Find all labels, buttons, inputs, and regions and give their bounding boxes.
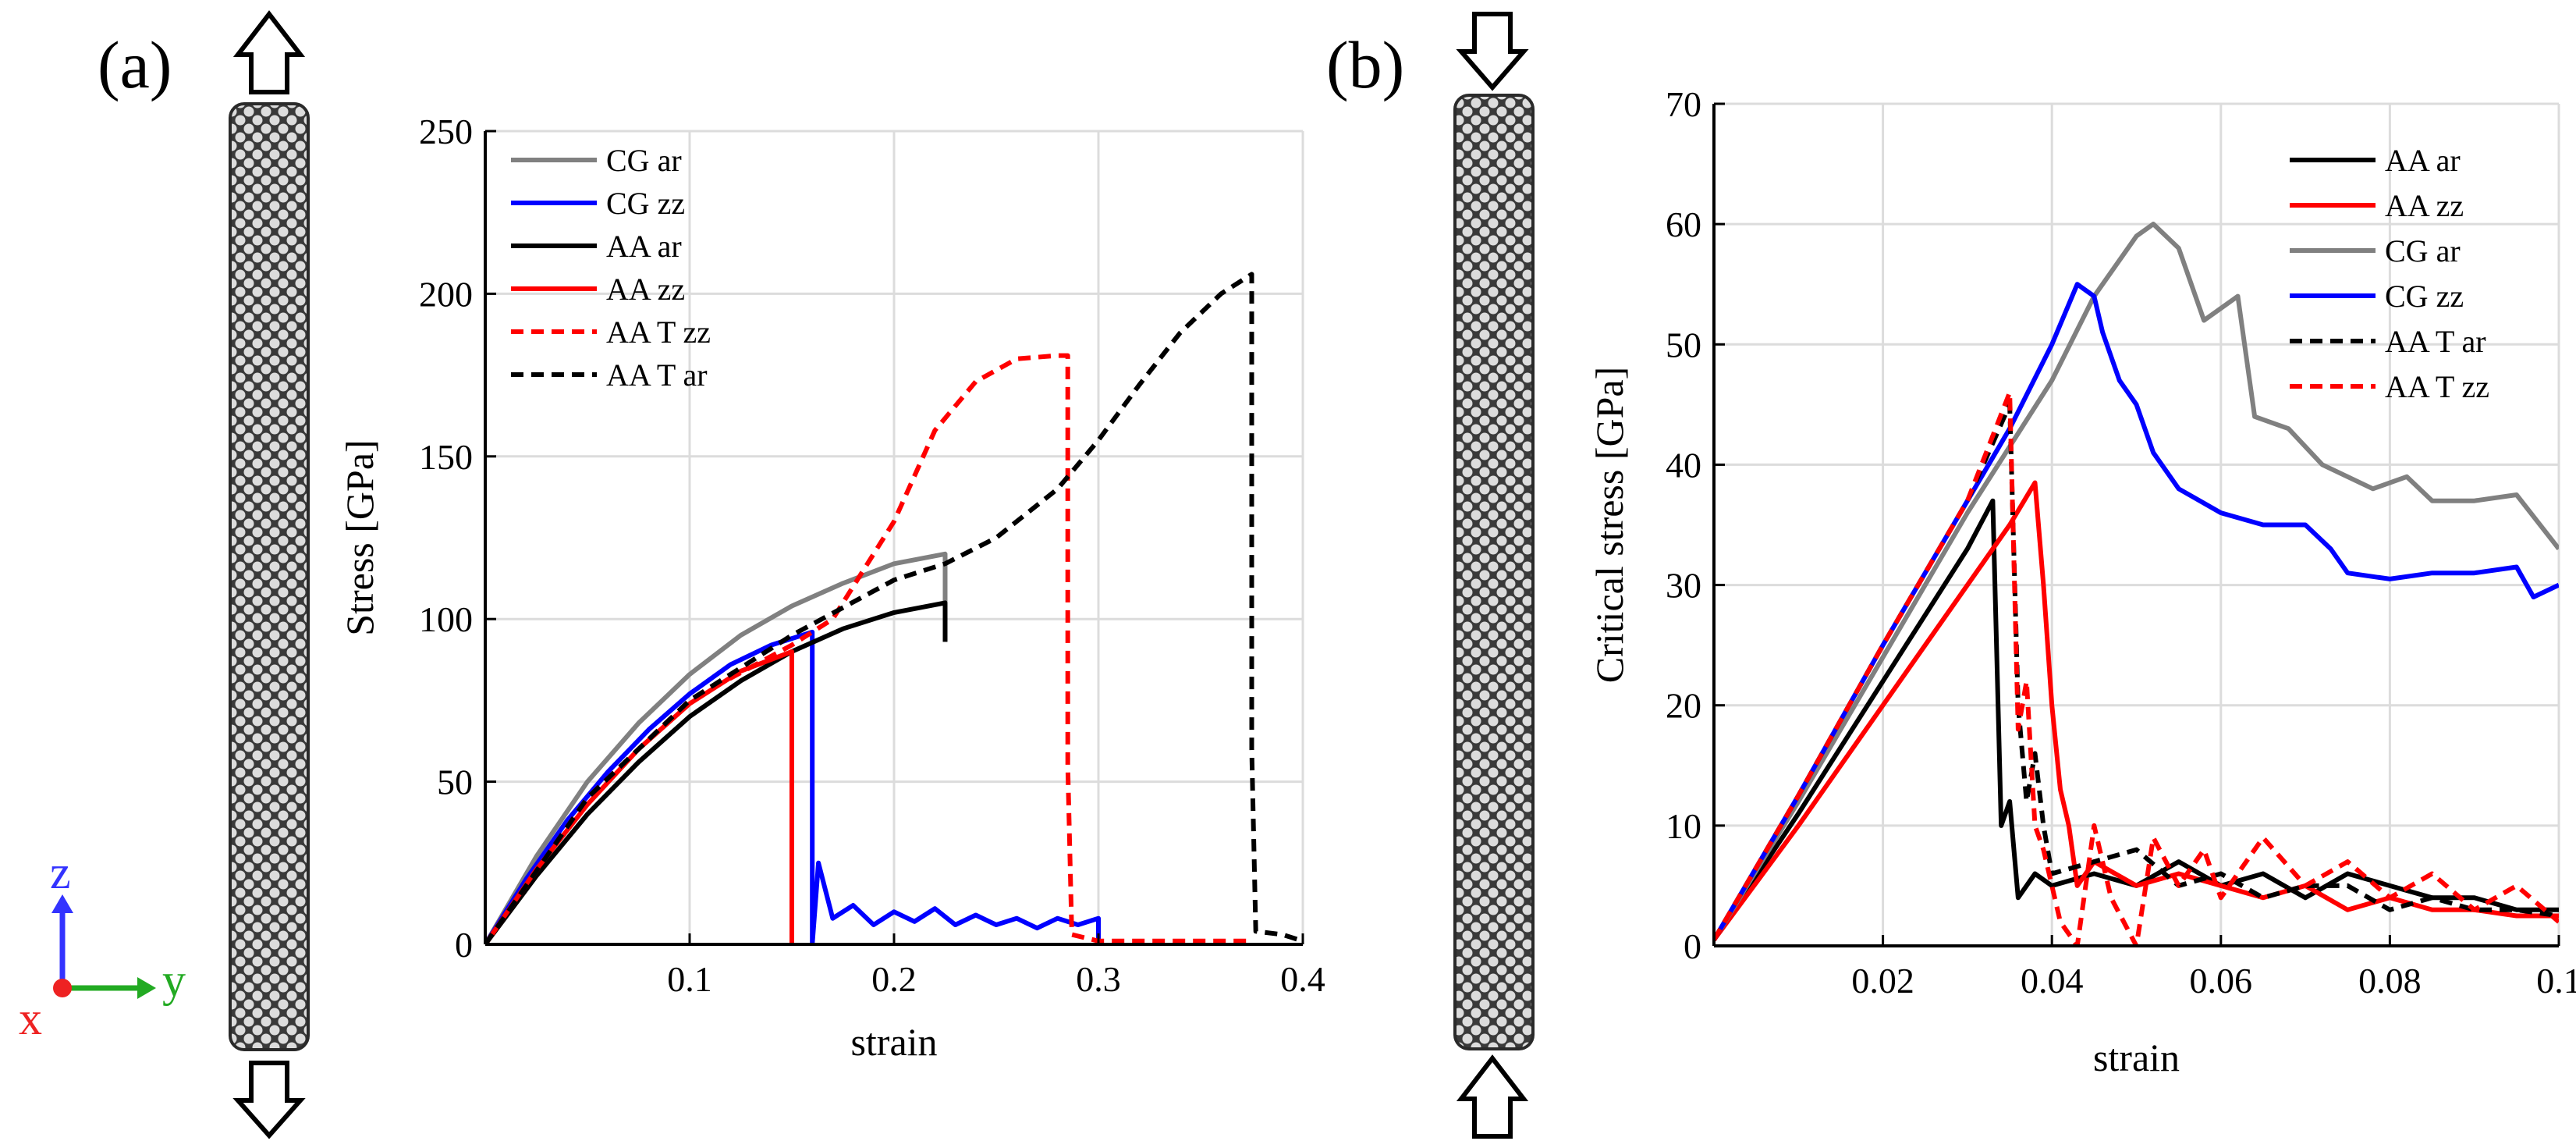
y-tick-label: 50 <box>1666 325 1701 364</box>
chart-b: 0 10 20 30 40 50 60 70 0.02 0.04 0.06 0.08 0.1 strain… <box>1588 84 2576 1079</box>
legend-label: AA T ar <box>606 357 708 393</box>
x-tick-label: 0.2 <box>871 959 917 999</box>
y-tick-label: 30 <box>1666 566 1701 606</box>
legend-label: CG ar <box>2385 233 2461 268</box>
x-axis-label: strain <box>2093 1036 2180 1079</box>
legend-label: AA zz <box>606 272 685 307</box>
legend-label: AA ar <box>2385 143 2461 178</box>
y-tick-label: 0 <box>1684 926 1701 966</box>
legend: AA ar AA zz CG ar CG zz AA T ar AA T zz <box>2290 143 2489 404</box>
legend-label: AA ar <box>606 229 682 264</box>
series-line-aa-t-zz <box>1714 389 2559 946</box>
legend: CG ar CG zz AA ar AA zz AA T zz AA T ar <box>511 143 711 393</box>
x-tick-label: 0.08 <box>2358 961 2422 1001</box>
y-tick-label: 200 <box>419 274 473 314</box>
nanotube-a <box>229 102 310 1051</box>
y-tick-label: 250 <box>419 112 473 151</box>
series-line-cg-zz <box>1714 282 2559 941</box>
plot-area <box>1714 104 2559 946</box>
y-tick-label: 10 <box>1666 806 1701 846</box>
nanotube-b <box>1453 94 1535 1050</box>
x-tick-label: 0.06 <box>2190 961 2253 1001</box>
legend-label: CG zz <box>606 186 685 221</box>
y-tick-label: 20 <box>1666 686 1701 726</box>
y-tick-label: 0 <box>455 925 473 965</box>
up-arrow-icon <box>232 10 306 94</box>
series-line-cg-ar <box>1714 222 2559 941</box>
y-tick-label: 150 <box>419 437 473 477</box>
x-tick-label: 0.3 <box>1076 959 1121 999</box>
x-tick-label: 0.04 <box>2021 961 2084 1001</box>
axis-x-label: x <box>19 993 42 1044</box>
down-arrow-icon <box>1456 12 1529 91</box>
y-axis-label: Critical stress [GPa] <box>1588 367 1631 683</box>
y-tick-label: 40 <box>1666 445 1701 485</box>
legend-label: CG ar <box>606 143 682 178</box>
x-tick-label: 0.1 <box>667 959 712 999</box>
panel-label-b: (b) <box>1326 27 1404 102</box>
y-tick-label: 100 <box>419 599 473 639</box>
chart-a: 0 50 100 150 200 250 0.1 0.2 0.3 0.4 strain Stress … <box>338 112 1325 1064</box>
down-arrow-icon <box>232 1061 306 1139</box>
x-axis-label: strain <box>850 1020 937 1064</box>
y-tick-label: 60 <box>1666 204 1701 244</box>
x-tick-label: 0.02 <box>1851 961 1914 1001</box>
legend-label: AA T ar <box>2385 324 2486 359</box>
coordinate-triad: z y x <box>19 847 186 1044</box>
legend-label: AA zz <box>2385 188 2464 223</box>
up-arrow-icon <box>1456 1054 1529 1139</box>
series-line-aa-t-ar <box>485 272 1303 944</box>
x-tick-label: 0.1 <box>2536 961 2576 1001</box>
x-tick-label: 0.4 <box>1280 959 1325 999</box>
legend-label: AA T zz <box>606 315 711 350</box>
axis-y-label: y <box>162 954 186 1006</box>
y-axis-label: Stress [GPa] <box>338 439 381 635</box>
y-tick-label: 70 <box>1666 84 1701 124</box>
legend-label: AA T zz <box>2385 369 2489 404</box>
series-line-cg-ar <box>485 551 948 944</box>
series-line-cg-zz <box>485 629 1101 944</box>
legend-label: CG zz <box>2385 279 2464 314</box>
axis-z-label: z <box>50 847 71 898</box>
y-tick-label: 50 <box>437 762 473 802</box>
panel-label-a: (a) <box>98 27 172 102</box>
series-line-aa-ar <box>485 600 948 944</box>
series-line-aa-ar <box>1714 498 2559 941</box>
